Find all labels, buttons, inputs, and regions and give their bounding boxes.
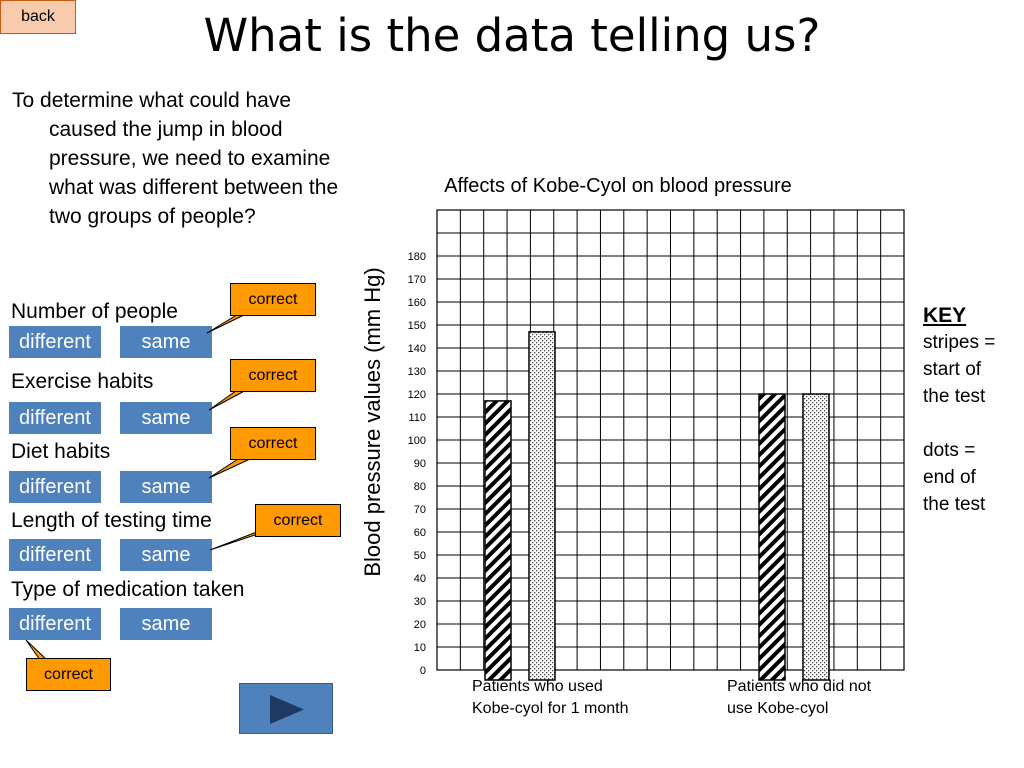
same-button-type-of-medication-taken[interactable]: same bbox=[120, 608, 212, 640]
bar-dots bbox=[802, 393, 830, 681]
key-dots-line-2: end of bbox=[923, 467, 976, 488]
intro-text: To determine what could have caused the … bbox=[12, 89, 339, 228]
chart-title: Affects of Kobe-Cyol on blood pressure bbox=[444, 175, 792, 197]
different-button-length-of-testing-time[interactable]: different bbox=[9, 539, 101, 571]
y-tick-label: 60 bbox=[414, 527, 426, 539]
category-label: use Kobe-cyol bbox=[727, 700, 828, 717]
different-button-type-of-medication-taken[interactable]: different bbox=[9, 608, 101, 640]
chart-key: KEY stripes = start of the test dots = e… bbox=[923, 302, 995, 518]
y-tick-label: 20 bbox=[414, 619, 426, 631]
same-button-length-of-testing-time[interactable]: same bbox=[120, 539, 212, 571]
feedback-callout-diet-habits: correct bbox=[230, 427, 316, 460]
y-tick-label: 50 bbox=[414, 550, 426, 562]
bar-dots bbox=[528, 331, 556, 681]
key-dots-line-3: the test bbox=[923, 494, 986, 515]
y-tick-label: 170 bbox=[408, 274, 426, 286]
bar-stripes bbox=[484, 400, 512, 681]
question-label-diet-habits: Diet habits bbox=[11, 440, 111, 463]
y-tick-label: 30 bbox=[414, 596, 426, 608]
page-title: What is the data telling us? bbox=[203, 9, 821, 62]
key-title: KEY bbox=[923, 304, 967, 327]
y-tick-label: 0 bbox=[420, 665, 426, 677]
feedback-callout-length-of-testing-time: correct bbox=[255, 504, 341, 537]
different-button-number-of-people[interactable]: different bbox=[9, 326, 101, 358]
y-tick-label: 90 bbox=[414, 458, 426, 470]
next-button[interactable] bbox=[239, 683, 333, 734]
question-label-exercise-habits: Exercise habits bbox=[11, 370, 154, 393]
y-tick-label: 180 bbox=[408, 251, 426, 263]
play-triangle-icon bbox=[270, 695, 304, 724]
feedback-callout-type-of-medication-taken: correct bbox=[26, 658, 111, 691]
y-tick-label: 70 bbox=[414, 504, 426, 516]
y-tick-label: 40 bbox=[414, 573, 426, 585]
y-tick-label: 150 bbox=[408, 320, 426, 332]
y-tick-label: 80 bbox=[414, 481, 426, 493]
feedback-callout-number-of-people: correct bbox=[230, 283, 316, 316]
category-label: Patients who used bbox=[472, 678, 603, 695]
key-stripes-line-1: stripes = bbox=[923, 332, 996, 353]
y-tick-label: 140 bbox=[408, 343, 426, 355]
same-button-number-of-people[interactable]: same bbox=[120, 326, 212, 358]
y-tick-label: 160 bbox=[408, 297, 426, 309]
y-tick-label: 100 bbox=[408, 435, 426, 447]
key-stripes-line-3: the test bbox=[923, 386, 986, 407]
bar-stripes bbox=[758, 393, 786, 681]
y-tick-label: 120 bbox=[408, 389, 426, 401]
category-label: Kobe-cyol for 1 month bbox=[472, 700, 629, 717]
y-tick-label: 110 bbox=[408, 412, 426, 424]
question-label-type-of-medication-taken: Type of medication taken bbox=[11, 578, 245, 601]
y-tick-label: 130 bbox=[408, 366, 426, 378]
question-label-length-of-testing-time: Length of testing time bbox=[11, 509, 212, 532]
blood-pressure-chart: Affects of Kobe-Cyol on blood pressure B… bbox=[360, 175, 905, 717]
key-dots-line-1: dots = bbox=[923, 440, 976, 461]
feedback-callout-exercise-habits: correct bbox=[230, 359, 316, 392]
y-axis-label: Blood pressure values (mm Hg) bbox=[360, 267, 385, 576]
different-button-diet-habits[interactable]: different bbox=[9, 471, 101, 503]
same-button-diet-habits[interactable]: same bbox=[120, 471, 212, 503]
different-button-exercise-habits[interactable]: different bbox=[9, 402, 101, 434]
key-stripes-line-2: start of bbox=[923, 359, 982, 380]
same-button-exercise-habits[interactable]: same bbox=[120, 402, 212, 434]
category-label: Patients who did not bbox=[727, 678, 872, 695]
back-button[interactable]: back bbox=[0, 0, 76, 34]
question-label-number-of-people: Number of people bbox=[11, 300, 178, 323]
y-tick-label: 10 bbox=[414, 642, 426, 654]
